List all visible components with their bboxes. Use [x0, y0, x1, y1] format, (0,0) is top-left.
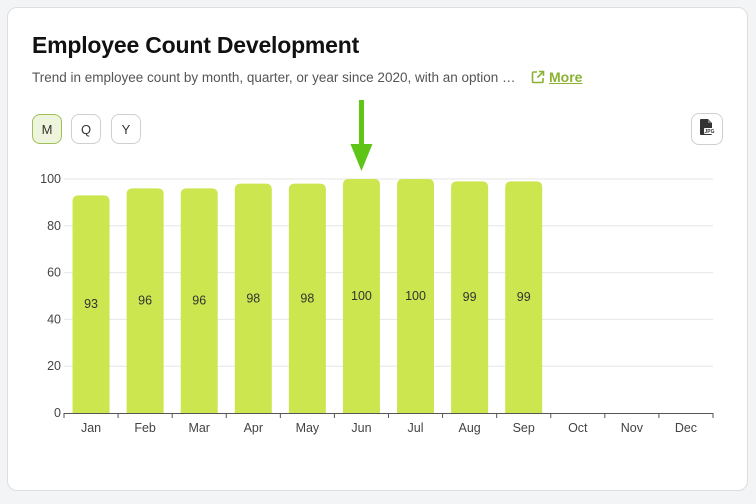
- page-title: Employee Count Development: [32, 32, 360, 58]
- y-tick-label: 20: [47, 359, 61, 373]
- bar-value-label: 98: [246, 291, 260, 305]
- period-toggle-month[interactable]: M: [32, 114, 62, 144]
- x-tick-label: Jan: [81, 421, 101, 435]
- bar: [342, 179, 380, 413]
- export-jpg-button[interactable]: JPG: [691, 113, 723, 145]
- jpg-file-icon: JPG: [699, 118, 715, 141]
- x-tick-label: Aug: [459, 421, 481, 435]
- period-toggle-year[interactable]: Y: [111, 114, 141, 144]
- x-tick-label: Oct: [568, 421, 588, 435]
- bar-value-label: 96: [192, 294, 206, 308]
- y-tick-label: 0: [54, 406, 61, 420]
- external-link-icon: [531, 70, 545, 84]
- period-toggle-quarter[interactable]: Q: [71, 114, 101, 144]
- bar: [234, 183, 272, 413]
- highlight-arrow-icon: [350, 100, 373, 171]
- x-tick-label: Apr: [244, 421, 263, 435]
- bar-value-label: 93: [84, 297, 98, 311]
- bar: [72, 195, 110, 413]
- bar-value-label: 99: [517, 290, 531, 304]
- x-tick-label: Jun: [351, 421, 371, 435]
- y-tick-label: 40: [47, 312, 61, 326]
- bar-value-label: 96: [138, 294, 152, 308]
- y-tick-label: 60: [47, 266, 61, 280]
- bar: [180, 188, 218, 413]
- bar-value-label: 98: [300, 291, 314, 305]
- more-link-label: More: [549, 69, 583, 85]
- x-tick-label: Sep: [513, 421, 535, 435]
- bar: [126, 188, 164, 413]
- y-tick-label: 80: [47, 219, 61, 233]
- bar-value-label: 100: [405, 289, 426, 303]
- bar: [505, 181, 543, 413]
- bar-value-label: 99: [463, 290, 477, 304]
- x-tick-label: Nov: [621, 421, 644, 435]
- bar-chart: 0 20 40 60 80 100 Jan 93 Feb 96 Mar 96 Apr 98 May 98 Jun…: [40, 100, 714, 435]
- chart-subtitle: Trend in employee count by month, quarte…: [32, 70, 516, 85]
- chart-card: Employee Count Development Trend in empl…: [7, 7, 748, 491]
- bar: [397, 179, 435, 413]
- x-tick-label: Mar: [188, 421, 210, 435]
- x-tick-label: Jul: [408, 421, 424, 435]
- jpg-badge-text: JPG: [704, 129, 714, 135]
- bar: [288, 183, 326, 413]
- x-tick-label: Dec: [675, 421, 697, 435]
- more-link[interactable]: More: [531, 69, 582, 85]
- x-tick-label: Feb: [134, 421, 156, 435]
- x-tick-label: May: [296, 421, 320, 435]
- y-tick-label: 100: [40, 172, 61, 186]
- bar-value-label: 100: [351, 289, 372, 303]
- bar: [451, 181, 489, 413]
